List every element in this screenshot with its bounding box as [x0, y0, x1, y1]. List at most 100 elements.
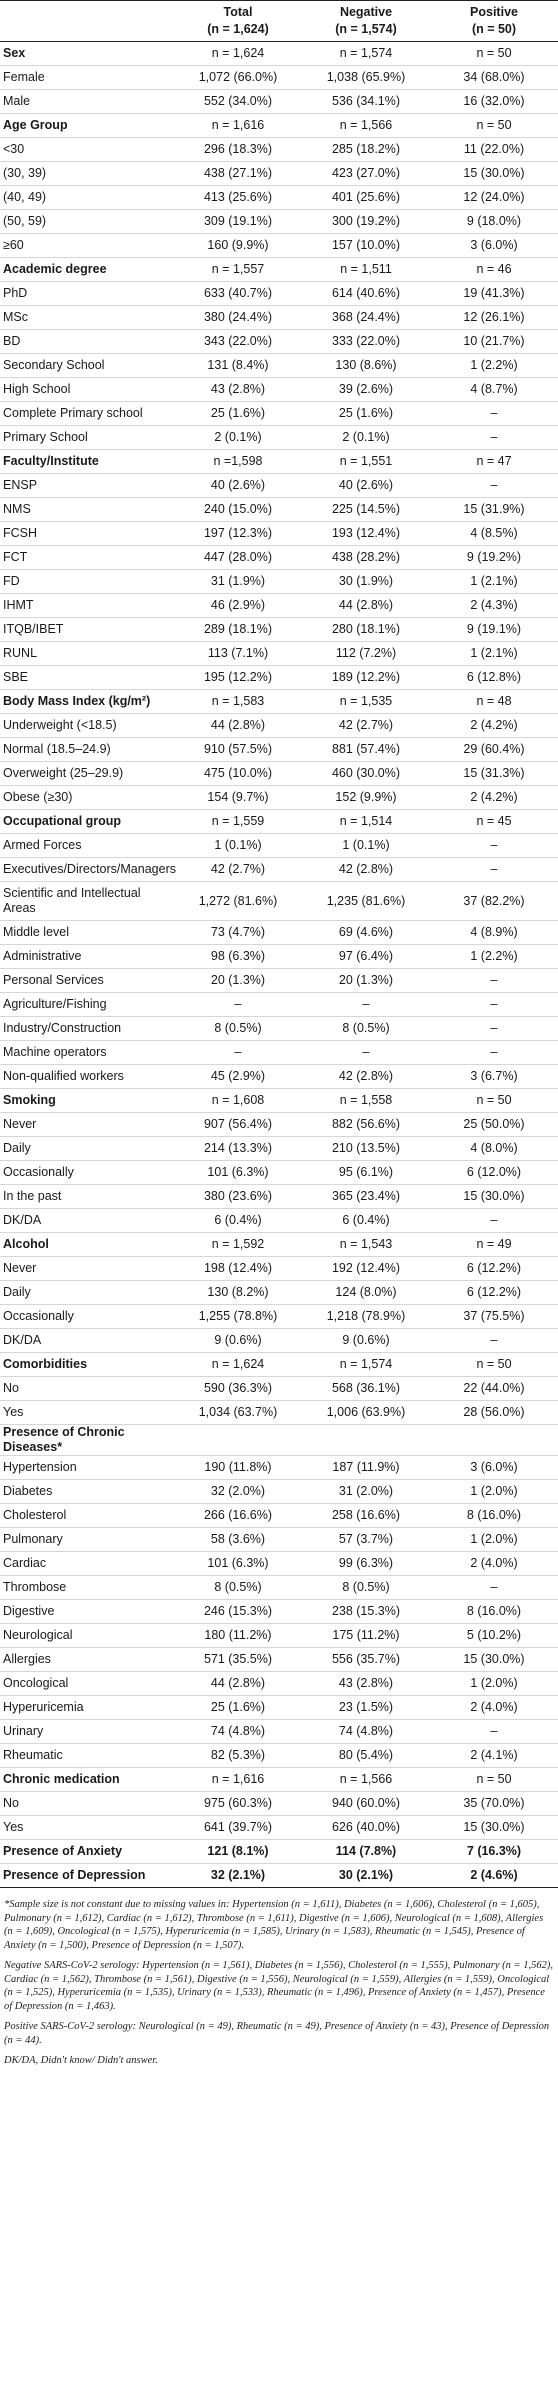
header-positive-title: Positive	[470, 5, 518, 19]
cell-negative: 193 (12.4%)	[302, 521, 430, 546]
cell-total: 82 (5.3%)	[174, 1743, 302, 1768]
footnote: Negative SARS-CoV-2 serology: Hypertensi…	[4, 1960, 553, 2012]
row-label: No	[0, 1791, 174, 1816]
row-label: Executives/Directors/Managers	[0, 857, 176, 882]
cell-negative: 124 (8.0%)	[302, 1280, 430, 1305]
section-row: Academic degree n = 1,557 n = 1,511 n = 46	[0, 257, 558, 282]
cell-negative: 368 (24.4%)	[302, 305, 430, 330]
table-row: <30 296 (18.3%) 285 (18.2%) 11 (22.0%)	[0, 137, 558, 162]
row-label: Occasionally	[0, 1304, 174, 1329]
cell-positive: 11 (22.0%)	[430, 137, 558, 162]
cell-total: 42 (2.7%)	[174, 857, 302, 882]
table-row: Never 907 (56.4%) 882 (56.6%) 25 (50.0%)	[0, 1112, 558, 1137]
cell-negative: 30 (2.1%)	[302, 1863, 430, 1888]
table-row: Armed Forces 1 (0.1%) 1 (0.1%) –	[0, 833, 558, 858]
cell-negative: 258 (16.6%)	[302, 1503, 430, 1528]
cell-total: 74 (4.8%)	[174, 1719, 302, 1744]
cell-positive: n = 49	[430, 1232, 558, 1257]
table-row: (30, 39) 438 (27.1%) 423 (27.0%) 15 (30.0%)	[0, 161, 558, 186]
cell-positive: –	[430, 992, 558, 1017]
cell-total: 131 (8.4%)	[174, 353, 302, 378]
cell-positive: 37 (75.5%)	[430, 1304, 558, 1329]
cell-positive: 29 (60.4%)	[430, 737, 558, 762]
cell-positive: 1 (2.0%)	[430, 1671, 558, 1696]
section-row: Age Group n = 1,616 n = 1,566 n = 50	[0, 113, 558, 138]
table-row: Male 552 (34.0%) 536 (34.1%) 16 (32.0%)	[0, 89, 558, 114]
row-label: Faculty/Institute	[0, 449, 174, 474]
table-row: DK/DA 6 (0.4%) 6 (0.4%) –	[0, 1208, 558, 1233]
row-label: No	[0, 1376, 174, 1401]
row-label: Normal (18.5–24.9)	[0, 737, 174, 762]
row-label: Neurological	[0, 1623, 174, 1648]
footnote: Positive SARS-CoV-2 serology: Neurologic…	[4, 2021, 550, 2046]
section-row: Presence of Anxiety 121 (8.1%) 114 (7.8%) 7…	[0, 1839, 558, 1864]
table-row: Obese (≥30) 154 (9.7%) 152 (9.9%) 2 (4.2%)	[0, 785, 558, 810]
cell-positive: 1 (2.0%)	[430, 1527, 558, 1552]
row-label: (50, 59)	[0, 209, 174, 234]
table-row: Occasionally 1,255 (78.8%) 1,218 (78.9%) 37…	[0, 1304, 558, 1329]
cell-negative: 42 (2.7%)	[302, 713, 430, 738]
table-row: Executives/Directors/Managers 42 (2.7%) 42…	[0, 857, 558, 882]
row-label: Obese (≥30)	[0, 785, 174, 810]
cell-total: 6 (0.4%)	[174, 1208, 302, 1233]
section-row: Chronic medication n = 1,616 n = 1,566 n = …	[0, 1767, 558, 1792]
table-row: Rheumatic 82 (5.3%) 80 (5.4%) 2 (4.1%)	[0, 1743, 558, 1768]
cell-total: 198 (12.4%)	[174, 1256, 302, 1281]
cell-negative: 57 (3.7%)	[302, 1527, 430, 1552]
row-label: Middle level	[0, 920, 174, 945]
cell-positive: –	[430, 1208, 558, 1233]
cell-positive: 15 (30.0%)	[430, 1184, 558, 1209]
cell-positive: 2 (4.2%)	[430, 713, 558, 738]
cell-total: 130 (8.2%)	[174, 1280, 302, 1305]
table-row: Female 1,072 (66.0%) 1,038 (65.9%) 34 (68.0…	[0, 65, 558, 90]
cell-total: 266 (16.6%)	[174, 1503, 302, 1528]
cell-positive: n = 45	[430, 809, 558, 834]
cell-total: 8 (0.5%)	[174, 1575, 302, 1600]
cell-total: –	[174, 992, 302, 1017]
cell-positive: –	[430, 833, 558, 858]
cell-total: 590 (36.3%)	[174, 1376, 302, 1401]
row-label: Female	[0, 65, 174, 90]
row-label: Allergies	[0, 1647, 174, 1672]
cell-negative: 99 (6.3%)	[302, 1551, 430, 1576]
cell-negative: n = 1,511	[302, 257, 430, 282]
row-label: Never	[0, 1256, 174, 1281]
cell-positive: 3 (6.0%)	[430, 1455, 558, 1480]
row-label: Administrative	[0, 944, 174, 969]
cell-negative: 238 (15.3%)	[302, 1599, 430, 1624]
row-label: FD	[0, 569, 174, 594]
table-row: FCSH 197 (12.3%) 193 (12.4%) 4 (8.5%)	[0, 521, 558, 546]
cell-positive: n = 46	[430, 257, 558, 282]
table-row: Yes 1,034 (63.7%) 1,006 (63.9%) 28 (56.0%)	[0, 1400, 558, 1425]
row-label: Armed Forces	[0, 833, 174, 858]
table-row: Thrombose 8 (0.5%) 8 (0.5%) –	[0, 1575, 558, 1600]
row-label: Scientific and Intellectual Areas	[0, 881, 174, 921]
cell-positive: 2 (4.3%)	[430, 593, 558, 618]
row-label: Secondary School	[0, 353, 174, 378]
cell-positive: 1 (2.1%)	[430, 569, 558, 594]
table-row: (40, 49) 413 (25.6%) 401 (25.6%) 12 (24.0%)	[0, 185, 558, 210]
table-row: Urinary 74 (4.8%) 74 (4.8%) –	[0, 1719, 558, 1744]
cell-negative: 1,218 (78.9%)	[302, 1304, 430, 1329]
row-label: Sex	[0, 41, 174, 66]
cell-negative: 40 (2.6%)	[302, 473, 430, 498]
table-row: RUNL 113 (7.1%) 112 (7.2%) 1 (2.1%)	[0, 641, 558, 666]
row-label: In the past	[0, 1184, 174, 1209]
cell-positive: –	[430, 401, 558, 426]
row-label: Daily	[0, 1136, 174, 1161]
cell-total: 2 (0.1%)	[174, 425, 302, 450]
cell-negative: 30 (1.9%)	[302, 569, 430, 594]
table-row: Non-qualified workers 45 (2.9%) 42 (2.8%) 3…	[0, 1064, 558, 1089]
cell-negative: n = 1,566	[302, 1767, 430, 1792]
cell-positive: –	[430, 1719, 558, 1744]
cell-positive: –	[430, 857, 558, 882]
row-label: Agriculture/Fishing	[0, 992, 174, 1017]
cell-negative: 300 (19.2%)	[302, 209, 430, 234]
cell-positive: 10 (21.7%)	[430, 329, 558, 354]
row-label: Presence of Anxiety	[0, 1839, 174, 1864]
table-row: Hypertension 190 (11.8%) 187 (11.9%) 3 (6.0…	[0, 1455, 558, 1480]
cell-total: –	[174, 1040, 302, 1065]
table-row: ≥60 160 (9.9%) 157 (10.0%) 3 (6.0%)	[0, 233, 558, 258]
cell-negative: 1 (0.1%)	[302, 833, 430, 858]
table-row: Cardiac 101 (6.3%) 99 (6.3%) 2 (4.0%)	[0, 1551, 558, 1576]
